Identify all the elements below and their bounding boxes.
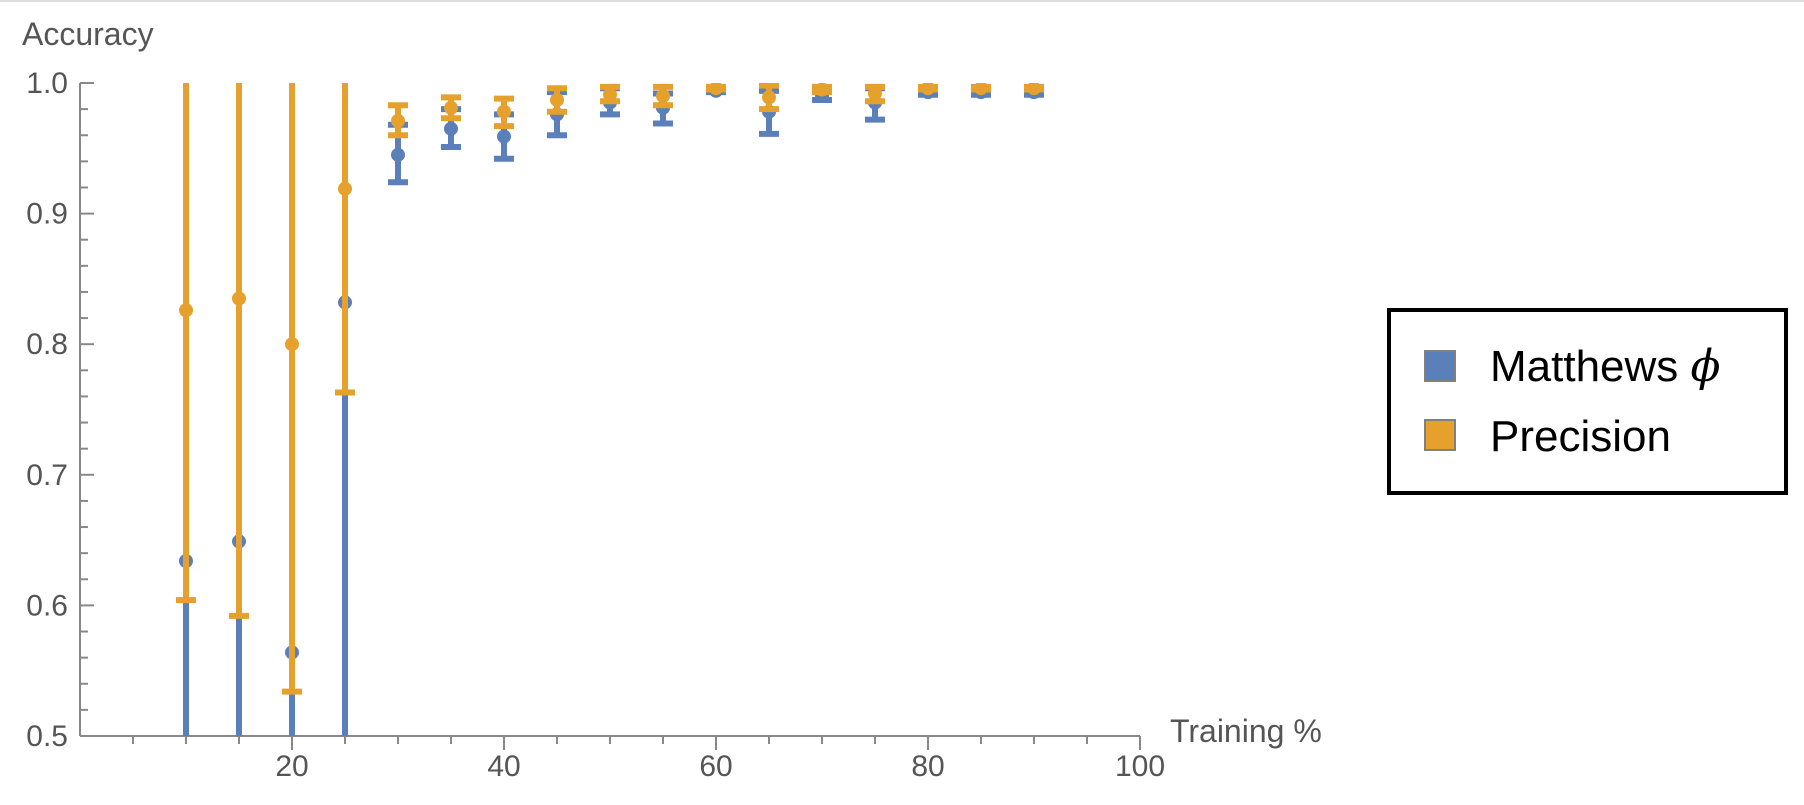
x-tick-label: 20: [275, 750, 308, 783]
legend-box: [1387, 308, 1788, 495]
legend-label-precision: Precision: [1490, 412, 1671, 461]
y-tick-label: 0.5: [26, 720, 68, 753]
data-point: [868, 86, 882, 101]
data-point: [338, 181, 352, 196]
legend-swatch-matthews: [1424, 350, 1456, 382]
series-matthews: [179, 83, 1044, 736]
x-axis-title: Training %: [1170, 713, 1322, 749]
x-tick-label: 60: [699, 750, 732, 783]
legend-swatch-precision: [1424, 419, 1456, 451]
data-point: [762, 90, 776, 105]
data-point: [391, 113, 405, 128]
data-point: [656, 89, 670, 104]
data-point: [285, 337, 299, 352]
y-tick-label: 0.7: [26, 459, 68, 492]
x-tick-label: 100: [1115, 750, 1165, 783]
legend-label-matthews: Matthews ϕ: [1490, 341, 1721, 392]
y-tick-label: 1.0: [26, 67, 68, 100]
data-point: [391, 147, 405, 162]
legend-phi-symbol: ϕ: [1691, 341, 1721, 392]
data-point: [550, 92, 564, 107]
data-point: [603, 87, 617, 102]
data-point: [1027, 83, 1041, 96]
axes: Accuracy Training % 20 40 60 80 100 0.5 0.6 0.7…: [22, 16, 1322, 783]
data-point: [444, 100, 458, 115]
data-point: [974, 83, 988, 96]
x-tick-label: 40: [487, 750, 520, 783]
series-layer: [176, 83, 1044, 736]
data-point: [497, 129, 511, 144]
data-point: [179, 303, 193, 318]
x-tick-label: 80: [911, 750, 944, 783]
data-point: [232, 291, 246, 306]
y-tick-label: 0.9: [26, 198, 68, 231]
data-point: [497, 104, 511, 119]
series-precision: [176, 83, 1044, 695]
y-axis-title: Accuracy: [22, 16, 154, 52]
y-tick-label: 0.6: [26, 589, 68, 622]
data-point: [709, 83, 723, 96]
data-point: [444, 121, 458, 136]
legend-label-matthews-text: Matthews: [1490, 342, 1691, 391]
legend: Matthews ϕ Precision: [1387, 308, 1788, 495]
y-tick-label: 0.8: [26, 328, 68, 361]
data-point: [921, 83, 935, 96]
data-point: [815, 83, 829, 97]
